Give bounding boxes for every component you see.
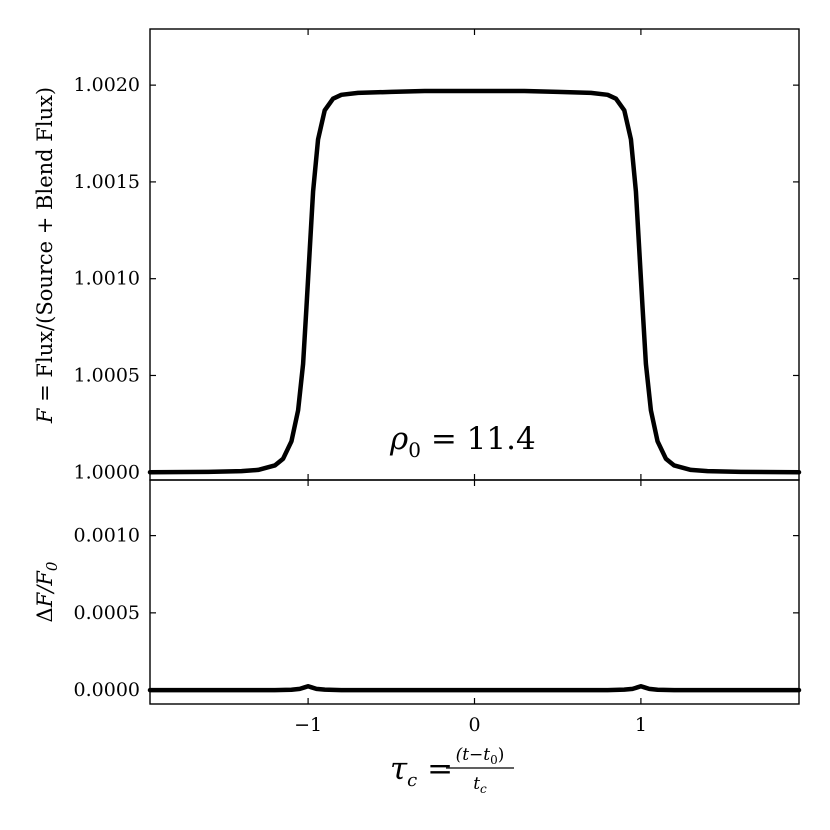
rho-subscript: 0	[408, 438, 421, 462]
bottom-xtick-label: 1	[635, 714, 647, 736]
xlabel-num-text: (t−t	[456, 745, 491, 765]
top-ytick-label: 1.0020	[74, 74, 140, 96]
top-ytick-label: 1.0010	[74, 268, 140, 290]
xlabel-numerator: (t−t0)	[456, 745, 505, 767]
bottom-residual-curve	[147, 683, 802, 693]
bottom-ylabel-delta: Δ	[33, 607, 57, 622]
bottom-ytick-label: 0.0000	[74, 679, 140, 701]
bottom-ylabel-var: F/F	[33, 570, 57, 609]
x-axis-label: τc = (t−t0) tc	[390, 745, 514, 796]
bottom-ytick-label: 0.0010	[74, 525, 140, 547]
xlabel-tau: τc =	[390, 751, 453, 791]
bottom-ticks: 0.0000 0.0005 0.0010 −1 0 1	[74, 480, 799, 736]
bottom-xtick-label: 0	[468, 714, 480, 736]
xlabel-eq: =	[417, 751, 453, 787]
bottom-xtick-label: −1	[294, 714, 322, 736]
top-y-axis-label: F = Flux/(Source + Blend Flux)	[33, 87, 57, 424]
top-ytick-label: 1.0005	[74, 364, 140, 386]
rho-annotation: ρ0 = 11.4	[389, 421, 536, 462]
xlabel-den-text: t	[473, 774, 480, 794]
top-flux-curve	[147, 88, 802, 475]
xlabel-den-sub: c	[480, 782, 487, 796]
top-plot-frame	[149, 28, 800, 481]
bottom-plot-frame	[149, 479, 800, 705]
bottom-y-axis-label: ΔF/F0	[33, 561, 61, 622]
top-ytick-label: 1.0015	[74, 171, 140, 193]
rho-value: = 11.4	[421, 421, 536, 457]
rho-symbol: ρ	[389, 421, 408, 457]
bottom-ytick-label: 0.0005	[74, 602, 140, 624]
xlabel-num-sub: 0	[490, 753, 498, 767]
xlabel-tau-symbol: τ	[390, 751, 408, 787]
top-ylabel-eq: =	[33, 378, 57, 409]
top-ylabel-var: F	[33, 407, 57, 424]
xlabel-num-close: )	[498, 745, 505, 765]
top-ylabel-text: Flux/(Source + Blend Flux)	[33, 87, 57, 378]
xlabel-tau-sub: c	[407, 770, 417, 791]
bottom-ylabel-sub: 0	[43, 561, 61, 571]
xlabel-denominator: tc	[473, 774, 487, 796]
top-ytick-label: 1.0000	[74, 461, 140, 483]
top-panel: 1.0000 1.0005 1.0010 1.0015 1.0020 ρ0 = 11.4…	[33, 28, 802, 483]
top-ticks: 1.0000 1.0005 1.0010 1.0015 1.0020	[74, 29, 799, 483]
